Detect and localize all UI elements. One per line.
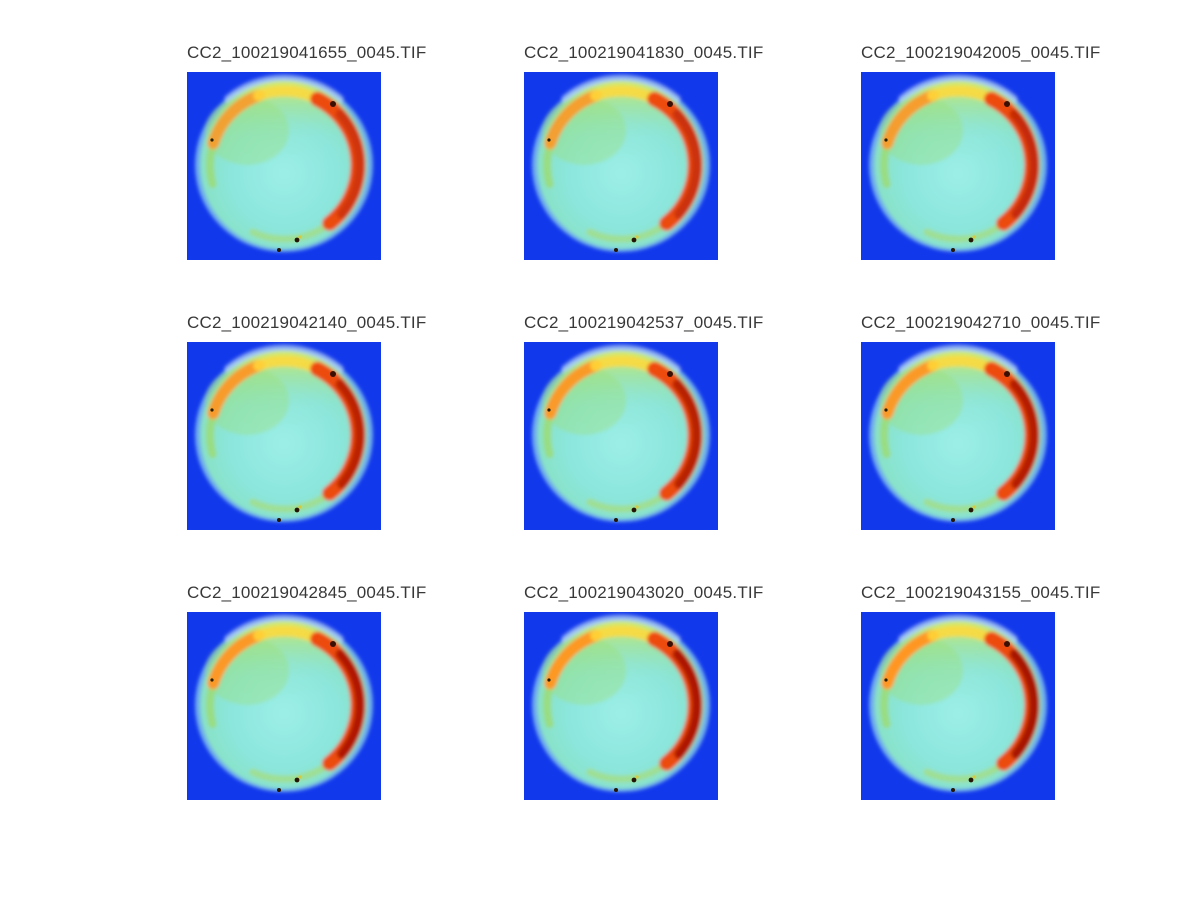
subplot-title: CC2_100219042845_0045.TIF [187,583,427,602]
tif-frame-image [861,612,1055,800]
tif-frame-image [524,342,718,530]
tif-frame-image [861,72,1055,260]
tif-frame-image [187,342,381,530]
subplot-title: CC2_100219043020_0045.TIF [524,583,764,602]
tif-frame-image [524,72,718,260]
tif-frame-image [861,342,1055,530]
tif-frame-image [524,612,718,800]
subplot-title: CC2_100219041655_0045.TIF [187,43,427,62]
subplot-title: CC2_100219042005_0045.TIF [861,43,1101,62]
subplot-title: CC2_100219041830_0045.TIF [524,43,764,62]
subplot-title: CC2_100219043155_0045.TIF [861,583,1101,602]
subplot-title: CC2_100219042537_0045.TIF [524,313,764,332]
subplot-title: CC2_100219042140_0045.TIF [187,313,427,332]
tif-frame-image [187,72,381,260]
tif-frame-image [187,612,381,800]
subplot-title: CC2_100219042710_0045.TIF [861,313,1101,332]
